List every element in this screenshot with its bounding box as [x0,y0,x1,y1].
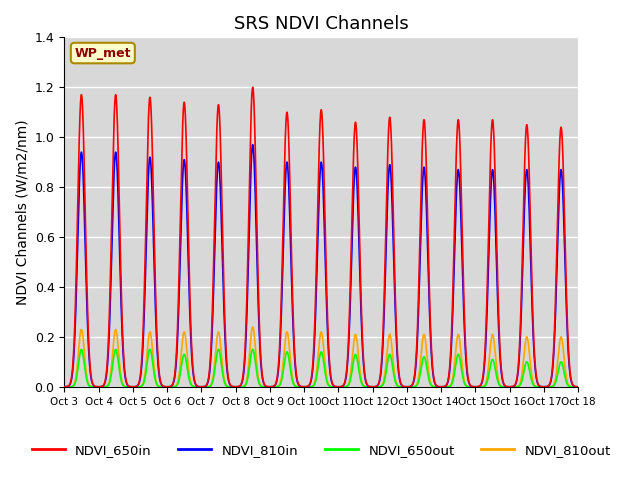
Legend: NDVI_650in, NDVI_810in, NDVI_650out, NDVI_810out: NDVI_650in, NDVI_810in, NDVI_650out, NDV… [26,439,616,462]
Text: WP_met: WP_met [74,47,131,60]
Y-axis label: NDVI Channels (W/m2/nm): NDVI Channels (W/m2/nm) [15,119,29,305]
Title: SRS NDVI Channels: SRS NDVI Channels [234,15,408,33]
